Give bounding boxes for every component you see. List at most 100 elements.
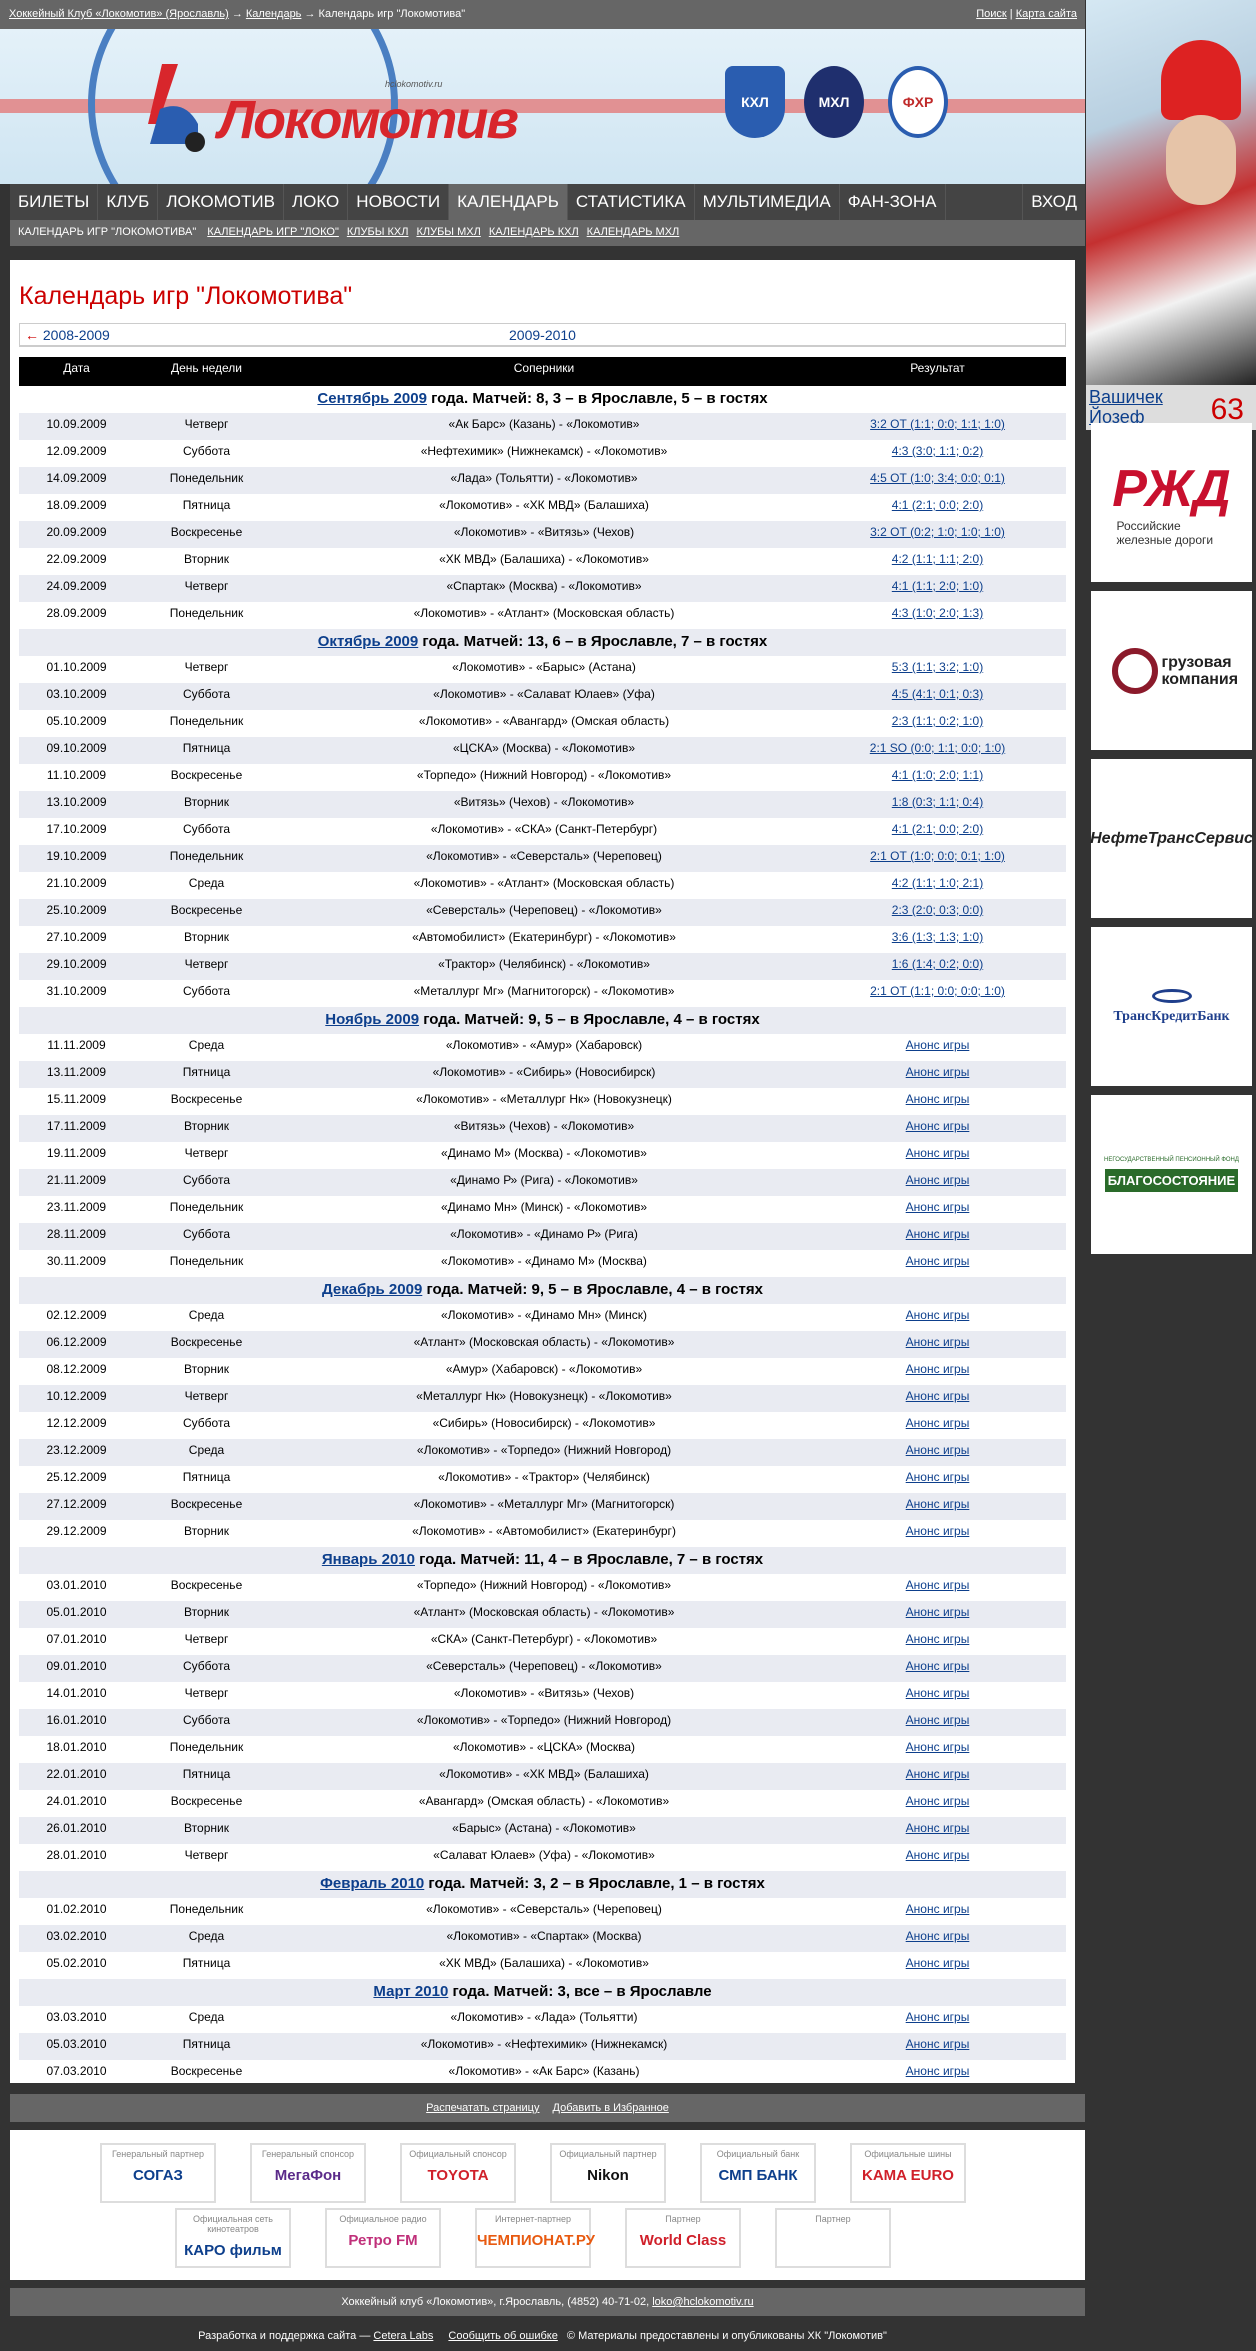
partner-box[interactable]: Официальный спонсор TOYOTA	[400, 2143, 516, 2203]
game-preview-link[interactable]: Анонс игры	[905, 1173, 970, 1187]
game-preview-link[interactable]: Анонс игры	[905, 1416, 970, 1430]
game-preview-link[interactable]: Анонс игры	[905, 1227, 970, 1241]
contact-email[interactable]: loko@hclokomotiv.ru	[652, 2296, 754, 2308]
nav-item-5[interactable]: КАЛЕНДАРЬ	[449, 184, 568, 220]
month-link[interactable]: Январь 2010	[321, 1551, 415, 1568]
game-preview-link[interactable]: Анонс игры	[905, 1524, 970, 1538]
match-result-link[interactable]: 2:3 (2:0; 0:3; 0:0)	[891, 903, 984, 917]
search-link[interactable]: Поиск	[976, 8, 1007, 20]
game-preview-link[interactable]: Анонс игры	[905, 1497, 970, 1511]
partner-box[interactable]: Партнер	[775, 2208, 891, 2268]
match-result-link[interactable]: 3:6 (1:3; 1:3; 1:0)	[891, 930, 984, 944]
game-preview-link[interactable]: Анонс игры	[905, 1713, 970, 1727]
partner-box[interactable]: Генеральный партнер СОГАЗ	[100, 2143, 216, 2203]
club-logo[interactable]: Локомотив hclokomotiv.ru	[140, 64, 519, 164]
game-preview-link[interactable]: Анонс игры	[905, 1848, 970, 1862]
match-result-link[interactable]: 5:3 (1:1; 3:2; 1:0)	[891, 660, 984, 674]
game-preview-link[interactable]: Анонс игры	[905, 1632, 970, 1646]
game-preview-link[interactable]: Анонс игры	[905, 1362, 970, 1376]
game-preview-link[interactable]: Анонс игры	[905, 1065, 970, 1079]
game-preview-link[interactable]: Анонс игры	[905, 1929, 970, 1943]
sponsor-rzd[interactable]: РЖД Российские железные дороги	[1091, 423, 1252, 582]
print-link[interactable]: Распечатать страницу	[426, 2102, 540, 2114]
sponsor-nts[interactable]: НефтеТрансСервис	[1090, 759, 1253, 918]
game-preview-link[interactable]: Анонс игры	[905, 1119, 970, 1133]
match-result-link[interactable]: 4:1 (2:1; 0:0; 2:0)	[891, 498, 984, 512]
month-link[interactable]: Декабрь 2009	[322, 1281, 423, 1298]
partner-box[interactable]: Официальный партнер Nikon	[550, 2143, 666, 2203]
match-result-link[interactable]: 2:3 (1:1; 0:2; 1:0)	[891, 714, 984, 728]
nav-item-7[interactable]: МУЛЬТИМЕДИА	[695, 184, 840, 220]
nav-item-0[interactable]: БИЛЕТЫ	[10, 184, 99, 220]
khl-logo[interactable]: КХЛ	[725, 66, 785, 138]
game-preview-link[interactable]: Анонс игры	[905, 1389, 970, 1403]
match-result-link[interactable]: 3:2 ОТ (1:1; 0:0; 1:1; 1:0)	[870, 417, 1005, 431]
month-link[interactable]: Октябрь 2009	[317, 633, 419, 650]
match-result-link[interactable]: 2:1 ОТ (1:0; 0:0; 0:1; 1:0)	[870, 849, 1005, 863]
nav-item-1[interactable]: КЛУБ	[98, 184, 159, 220]
match-result-link[interactable]: 4:5 (4:1; 0:1; 0:3)	[891, 687, 984, 701]
game-preview-link[interactable]: Анонс игры	[905, 1254, 970, 1268]
subnav-link-2[interactable]: КЛУБЫ МХЛ	[416, 226, 481, 238]
game-preview-link[interactable]: Анонс игры	[905, 1686, 970, 1700]
report-error-link[interactable]: Сообщить об ошибке	[448, 2330, 558, 2342]
match-result-link[interactable]: 4:2 (1:1; 1:1; 2:0)	[891, 552, 984, 566]
game-preview-link[interactable]: Анонс игры	[905, 1200, 970, 1214]
partner-box[interactable]: Интернет-партнер ЧЕМПИОНАТ.РУ	[475, 2208, 595, 2268]
subnav-link-3[interactable]: КАЛЕНДАРЬ КХЛ	[488, 226, 579, 238]
game-preview-link[interactable]: Анонс игры	[905, 1443, 970, 1457]
fhr-logo[interactable]: ФХР	[888, 66, 948, 138]
match-result-link[interactable]: 4:3 (3:0; 1:1; 0:2)	[891, 444, 984, 458]
month-link[interactable]: Ноябрь 2009	[325, 1011, 420, 1028]
game-preview-link[interactable]: Анонс игры	[905, 1956, 970, 1970]
game-preview-link[interactable]: Анонс игры	[905, 1038, 970, 1052]
game-preview-link[interactable]: Анонс игры	[905, 1902, 970, 1916]
month-link[interactable]: Март 2010	[373, 1983, 449, 2000]
breadcrumb-calendar[interactable]: Календарь	[245, 8, 302, 20]
game-preview-link[interactable]: Анонс игры	[905, 2010, 970, 2024]
game-preview-link[interactable]: Анонс игры	[905, 1821, 970, 1835]
match-result-link[interactable]: 4:3 (1:0; 2:0; 1:3)	[891, 606, 984, 620]
prev-season-link[interactable]: ← 2008-2009	[25, 327, 110, 343]
game-preview-link[interactable]: Анонс игры	[905, 1578, 970, 1592]
sponsor-tkb[interactable]: ТрансКредитБанк	[1091, 927, 1252, 1086]
sponsor-npf[interactable]: НЕГОСУДАРСТВЕННЫЙ ПЕНСИОННЫЙ ФОНД БЛАГОС…	[1091, 1095, 1252, 1254]
game-preview-link[interactable]: Анонс игры	[905, 1659, 970, 1673]
bookmark-link[interactable]: Добавить в Избранное	[552, 2102, 669, 2114]
match-result-link[interactable]: 4:1 (1:0; 2:0; 1:1)	[891, 768, 984, 782]
nav-item-4[interactable]: НОВОСТИ	[348, 184, 450, 220]
partner-box[interactable]: Официальная сеть кинотеатров КАРО фильм	[175, 2208, 291, 2268]
game-preview-link[interactable]: Анонс игры	[905, 2037, 970, 2051]
sponsor-pgk[interactable]: грузовая компания	[1091, 591, 1252, 750]
game-preview-link[interactable]: Анонс игры	[905, 1794, 970, 1808]
developer-link[interactable]: Cetera Labs	[373, 2330, 434, 2342]
partner-box[interactable]: Официальное радио Ретро FM	[325, 2208, 441, 2268]
match-result-link[interactable]: 4:1 (1:1; 2:0; 1:0)	[891, 579, 984, 593]
nav-item-8[interactable]: ФАН-ЗОНА	[840, 184, 946, 220]
game-preview-link[interactable]: Анонс игры	[905, 1740, 970, 1754]
subnav-link-0[interactable]: КАЛЕНДАРЬ ИГР "ЛОКО"	[207, 226, 339, 238]
nav-item-6[interactable]: СТАТИСТИКА	[568, 184, 695, 220]
game-preview-link[interactable]: Анонс игры	[905, 1308, 970, 1322]
partner-box[interactable]: Партнер World Class	[625, 2208, 741, 2268]
login-button[interactable]: ВХОД	[1022, 184, 1085, 220]
game-preview-link[interactable]: Анонс игры	[905, 1605, 970, 1619]
subnav-link-4[interactable]: КАЛЕНДАРЬ МХЛ	[586, 226, 680, 238]
breadcrumb-home[interactable]: Хоккейный Клуб «Локомотив» (Ярославль)	[9, 8, 229, 20]
partner-box[interactable]: Официальные шины KAMA EURO	[850, 2143, 966, 2203]
subnav-link-1[interactable]: КЛУБЫ КХЛ	[346, 226, 409, 238]
game-preview-link[interactable]: Анонс игры	[905, 1146, 970, 1160]
match-result-link[interactable]: 2:1 ОТ (1:1; 0:0; 0:0; 1:0)	[870, 984, 1005, 998]
sitemap-link[interactable]: Карта сайта	[1015, 8, 1077, 20]
match-result-link[interactable]: 2:1 SO (0:0; 1:1; 0:0; 1:0)	[869, 741, 1006, 755]
match-result-link[interactable]: 3:2 ОТ (0:2; 1:0; 1:0; 1:0)	[870, 525, 1005, 539]
match-result-link[interactable]: 1:8 (0:3; 1:1; 0:4)	[891, 795, 984, 809]
player-last-name[interactable]: Йозеф	[1089, 407, 1145, 427]
match-result-link[interactable]: 4:5 ОТ (1:0; 3:4; 0:0; 0:1)	[870, 471, 1005, 485]
match-result-link[interactable]: 1:6 (1:4; 0:2; 0:0)	[891, 957, 984, 971]
player-first-name[interactable]: Вашичек	[1089, 387, 1163, 407]
nav-item-2[interactable]: ЛОКОМОТИВ	[158, 184, 284, 220]
month-link[interactable]: Сентябрь 2009	[317, 390, 427, 407]
mhl-logo[interactable]: МХЛ	[804, 66, 864, 138]
partner-box[interactable]: Генеральный спонсор МегаФон	[250, 2143, 366, 2203]
